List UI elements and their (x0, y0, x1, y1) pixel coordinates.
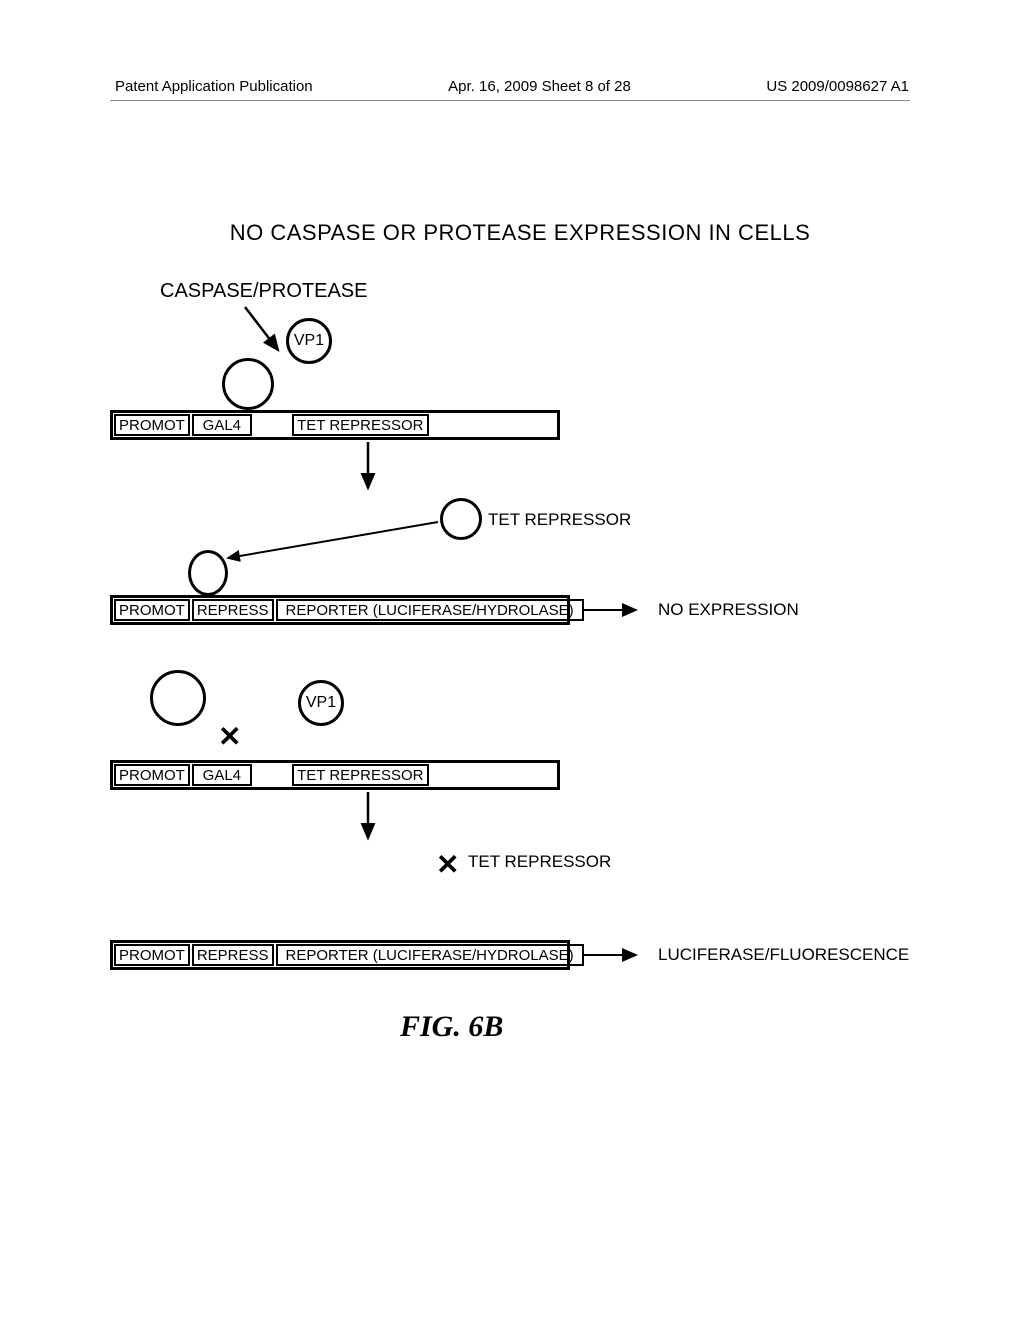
x-mark-1: ✕ (218, 720, 241, 753)
luciferase-label: LUCIFERASE/FLUORESCENCE (658, 945, 909, 965)
gene4-promot: PROMOT (114, 944, 190, 966)
arrow-diag-1 (220, 520, 450, 580)
diagram-title: NO CASPASE OR PROTEASE EXPRESSION IN CEL… (110, 220, 930, 246)
gene3-gal4: GAL4 (192, 764, 252, 786)
gene2-repress: REPRESS (192, 599, 274, 621)
gene3-tetr: TET REPRESSOR (292, 764, 428, 786)
gene2-promot: PROMOT (114, 599, 190, 621)
vp1-label-b: VP1 (306, 694, 336, 712)
gene-box-4: PROMOT REPRESS REPORTER (LUCIFERASE/HYDR… (110, 940, 570, 970)
figure-label: FIG. 6B (400, 1010, 503, 1044)
caspase-protease-label: CASPASE/PROTEASE (160, 280, 367, 303)
gene-box-3: PROMOT GAL4 TET REPRESSOR (110, 760, 560, 790)
arrow-right-2 (580, 947, 650, 967)
gene-box-2: PROMOT REPRESS REPORTER (LUCIFERASE/HYDR… (110, 595, 570, 625)
small-circle-a (222, 358, 274, 410)
caspase-pointer (240, 302, 300, 362)
x-mark-2: ✕ (436, 848, 459, 881)
tet-repressor-label-1: TET REPRESSOR (488, 510, 631, 530)
gene-box-1: PROMOT GAL4 TET REPRESSOR (110, 410, 560, 440)
gene4-reporter: REPORTER (LUCIFERASE/HYDROLASE) (276, 944, 584, 966)
arrow-down-1 (358, 442, 378, 502)
repress-bound-circle (188, 550, 228, 596)
page-header: Patent Application Publication Apr. 16, … (0, 78, 1024, 95)
tet-repressor-label-2: TET REPRESSOR (468, 852, 611, 872)
arrow-right-1 (580, 602, 650, 622)
arrow-down-2 (358, 792, 378, 852)
diagram-container: NO CASPASE OR PROTEASE EXPRESSION IN CEL… (110, 220, 930, 296)
header-divider (110, 100, 910, 101)
free-circle-b (150, 670, 206, 726)
gene3-promot: PROMOT (114, 764, 190, 786)
header-center: Apr. 16, 2009 Sheet 8 of 28 (448, 78, 631, 95)
header-left: Patent Application Publication (115, 78, 313, 95)
gene4-repress: REPRESS (192, 944, 274, 966)
no-expression-label: NO EXPRESSION (658, 600, 799, 620)
header-right: US 2009/0098627 A1 (766, 78, 909, 95)
gene2-reporter: REPORTER (LUCIFERASE/HYDROLASE) (276, 599, 584, 621)
gene1-gal4: GAL4 (192, 414, 252, 436)
gene1-tetr: TET REPRESSOR (292, 414, 428, 436)
vp1-circle-b: VP1 (298, 680, 344, 726)
gene1-promot: PROMOT (114, 414, 190, 436)
